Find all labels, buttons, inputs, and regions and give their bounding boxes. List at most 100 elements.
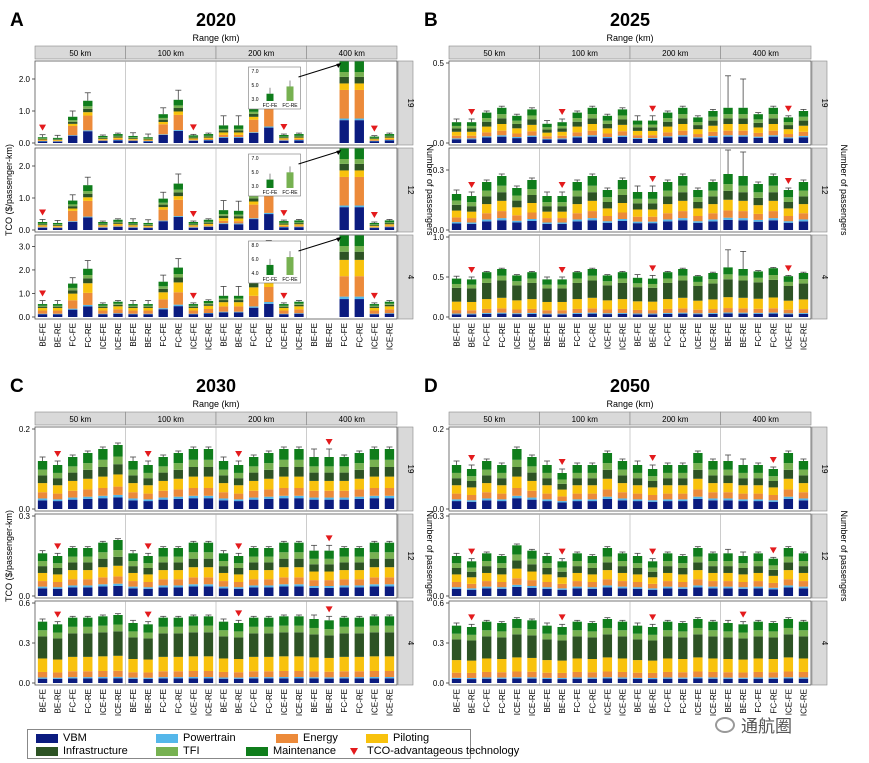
bar-segment-tfi	[158, 286, 168, 289]
x-tick-label: FC-RE	[769, 689, 778, 713]
x-tick-label: BE-FE	[453, 323, 462, 347]
x-tick-label: FC-FE	[69, 323, 78, 347]
bar-segment-infrastructure	[557, 288, 567, 302]
bar-segment-piloting	[128, 483, 138, 493]
bar-segment-powertrain	[647, 677, 658, 680]
bar-segment-infrastructure	[753, 636, 763, 659]
y-tick-label: 1.0	[19, 194, 31, 203]
bar-segment-piloting	[632, 301, 643, 310]
bar-segment-vbm	[203, 678, 214, 683]
bar-segment-maintenance	[647, 192, 658, 199]
legend-item-marker: TCO-advantageous technology	[342, 745, 519, 757]
tco-advantage-marker	[468, 182, 476, 188]
bar-segment-infrastructure	[52, 638, 63, 660]
bar-segment-energy	[264, 671, 274, 678]
bar-segment-vbm	[143, 314, 153, 317]
bar-segment-vbm	[557, 502, 567, 509]
bar-segment-energy	[678, 308, 688, 313]
bar-segment-piloting	[128, 659, 138, 673]
range-strip-label: 400 km	[753, 415, 780, 424]
bar-segment-maintenance	[249, 548, 259, 557]
bar-segment-energy	[339, 89, 349, 119]
bar-segment-maintenance	[98, 304, 108, 306]
bar-segment-energy	[693, 309, 703, 314]
bar-segment-powertrain	[497, 312, 507, 314]
bar-segment-vbm	[783, 498, 794, 509]
y-tick-label: 1.0	[19, 107, 31, 116]
bar-segment-piloting	[798, 299, 809, 310]
bar-segment-energy	[663, 671, 673, 678]
bar-segment-powertrain	[768, 677, 778, 679]
bar-segment-powertrain	[354, 677, 364, 679]
bar-segment-energy	[233, 134, 244, 138]
range-strip-label: 400 km	[339, 415, 366, 424]
bar-segment-powertrain	[587, 677, 597, 679]
arrow-head-icon	[336, 237, 342, 242]
bar-segment-piloting	[482, 126, 492, 133]
tco-advantage-marker	[39, 124, 47, 131]
passengers-axis-label: Number of passengers	[425, 144, 435, 236]
bar-segment-tfi	[557, 125, 567, 129]
bar-segment-powertrain	[753, 677, 763, 679]
bar-segment-infrastructure	[512, 285, 522, 301]
x-tick-label: FC-RE	[588, 323, 597, 347]
bar-segment-powertrain	[113, 494, 123, 498]
bar-segment-vbm	[52, 678, 63, 683]
bar-segment-infrastructure	[617, 475, 628, 484]
bar-segment-powertrain	[173, 130, 183, 131]
bar-segment-powertrain	[339, 205, 349, 208]
bar-segment-piloting	[482, 204, 492, 214]
bar-segment-infrastructure	[158, 288, 168, 293]
y-tick-label: 0.3	[19, 639, 31, 648]
bar-segment-vbm	[294, 498, 304, 509]
bar-segment-maintenance	[602, 190, 613, 198]
bar-segment-tfi	[587, 185, 597, 193]
bar-segment-piloting	[98, 656, 108, 671]
bar-segment-powertrain	[512, 137, 522, 139]
bar-segment-piloting	[249, 116, 259, 120]
bar-segment-powertrain	[602, 221, 613, 223]
bar-segment-energy	[188, 671, 199, 677]
bar-segment-maintenance	[663, 182, 673, 191]
x-tick-label: BE-RE	[54, 689, 63, 713]
x-tick-label: ICE-FE	[784, 689, 793, 715]
bar-segment-powertrain	[647, 500, 658, 502]
bar-segment-piloting	[557, 577, 567, 584]
bar-segment-vbm	[83, 587, 93, 596]
bar-segment-piloting	[512, 568, 522, 579]
bar-segment-infrastructure	[512, 467, 522, 477]
bar-segment-powertrain	[294, 584, 304, 587]
bar-segment-powertrain	[783, 137, 794, 139]
bar-segment-piloting	[783, 657, 794, 672]
bar-segment-piloting	[98, 567, 108, 578]
bar-segment-energy	[783, 216, 794, 222]
bar-segment-piloting	[249, 480, 259, 491]
bar-segment-powertrain	[188, 495, 199, 499]
bar-segment-powertrain	[37, 498, 48, 501]
x-tick-label: FC-RE	[498, 323, 507, 347]
bar-segment-maintenance	[798, 621, 809, 631]
bar-segment-powertrain	[188, 140, 199, 141]
bar-segment-energy	[587, 130, 597, 136]
bar-segment-vbm	[369, 227, 380, 230]
bar-segment-vbm	[617, 588, 628, 596]
x-tick-label: BE-RE	[325, 323, 334, 347]
bar-segment-vbm	[354, 587, 364, 596]
bar-segment-maintenance	[482, 553, 492, 562]
bar-segment-piloting	[512, 657, 522, 672]
bar-segment-vbm	[354, 678, 364, 683]
bar-segment-piloting	[708, 483, 718, 493]
bar-segment-vbm	[143, 227, 153, 230]
bar-segment-piloting	[128, 572, 138, 582]
bar-segment-maintenance	[354, 453, 364, 464]
bar-segment-infrastructure	[798, 636, 809, 659]
bar-segment-maintenance	[143, 222, 153, 225]
bar-segment-vbm	[83, 498, 93, 509]
bar-segment-piloting	[143, 225, 153, 227]
bar-segment-maintenance	[693, 548, 703, 557]
bar-segment-vbm	[768, 136, 778, 143]
bar-segment-piloting	[557, 211, 567, 219]
bar-segment-energy	[188, 139, 199, 141]
bar-segment-energy	[98, 577, 108, 585]
bar-segment-piloting	[203, 656, 214, 671]
